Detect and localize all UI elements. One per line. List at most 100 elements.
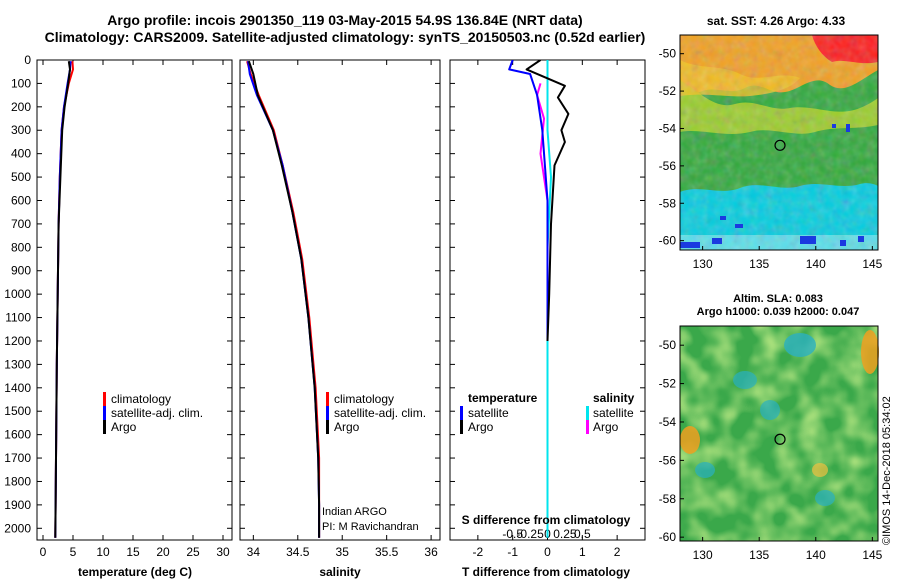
depth-tick-label: 400 [11,147,31,161]
depth-tick-label: 700 [11,217,31,231]
t-diff-tick-label: 2 [614,545,621,559]
map-lat-label: -52 [659,84,677,98]
legend-argo: Argo [334,420,360,434]
sla-map-image [680,326,879,541]
map-lon-label: 145 [862,548,882,562]
depth-axis: 0 100 200 300 400 500 600 700 800 900 1000 1100 1200… [4,53,31,535]
map-lat-label: -56 [659,453,677,467]
t-diff-tick-label: -1 [507,545,518,559]
map-lat-label: -54 [659,121,677,135]
depth-tick-label: 0 [24,53,31,67]
float-position-markers [774,139,786,445]
s-diff-tick-label: -0.5 [502,527,523,541]
depth-tick-label: 1500 [4,404,31,418]
depth-tick-label: 1000 [4,287,31,301]
temperature-tick-label: 20 [156,545,170,559]
temperature-tick-label: 15 [126,545,140,559]
legend-satellite: satellite-adj. clim. [334,406,426,420]
legend-argo: Argo [111,420,137,434]
salinity-panel: 34 34.5 35 35.5 36 salinity climatology sate… [239,59,441,579]
temperature-tick-label: 0 [40,545,47,559]
legend-swatch-sal-argo [586,420,589,434]
depth-tick-label: 900 [11,264,31,278]
salinity-satellite-diff-line [546,60,552,538]
legend-sal-title: salinity [593,391,635,405]
temperature-ticks: 0 5 10 15 20 25 30 [37,59,232,559]
temperature-argo-diff-line [525,60,570,342]
map-lat-label: -50 [659,338,677,352]
salinity-tick-label: 34 [247,545,261,559]
depth-tick-label: 1400 [4,381,31,395]
salinity-argo-line [247,60,321,538]
difference-panel: -2 -1 0 1 2-0.5-0.25 0 0.250.5 S difference fr… [449,59,646,579]
t-diff-tick-label: -2 [473,545,484,559]
t-diff-tick-label: 0 [544,545,551,559]
map-lat-label: -58 [659,492,677,506]
title-line1: Argo profile: incois 2901350_119 03-May-… [107,12,582,28]
s-diff-tick-label: -0.25 [516,527,544,541]
legend-swatch-argo [103,420,106,434]
legend-climatology: climatology [111,392,171,406]
depth-tick-label: 1200 [4,334,31,348]
salinity-tick-label: 35.5 [375,545,399,559]
salinity-xlabel: salinity [319,565,361,579]
t-diff-tick-label: 1 [579,545,586,559]
depth-tick-label: 1600 [4,428,31,442]
legend-climatology: climatology [334,392,394,406]
credit-program: Indian ARGO [322,506,387,518]
legend-sal-satellite: satellite [593,406,634,420]
legend-satellite: satellite-adj. clim. [111,406,203,420]
temperature-tick-label: 30 [216,545,230,559]
temperature-lines [54,61,74,538]
watermark: ©IMOS 14-Dec-2018 05:34:02 [881,396,893,545]
sst-map-title: sat. SST: 4.26 Argo: 4.33 [707,14,846,28]
legend-swatch-climatology [326,392,329,406]
sst-map-image [680,35,878,250]
map-lon-label: 135 [749,548,769,562]
depth-tick-label: 100 [11,76,31,90]
salinity-ticks: 34 34.5 35 35.5 36 [240,59,440,559]
map-lat-label: -52 [659,377,677,391]
float-position-marker [774,433,786,445]
legend-swatch-satellite [103,406,106,420]
salinity-tick-label: 34.5 [286,545,310,559]
map-lon-label: 130 [693,548,713,562]
difference-legend: temperature satellite Argo salinity sate… [460,391,635,434]
salinity-lines [246,60,321,538]
map-lon-label: 135 [749,257,769,271]
legend-temp-satellite: satellite [468,406,509,420]
legend-swatch-temp-satellite [460,406,463,420]
sla-map: Altim. SLA: 0.083 Argo h1000: 0.039 h200… [659,293,883,562]
map-lat-label: -60 [659,530,677,544]
legend-temp-argo: Argo [468,420,494,434]
legend-temp-title: temperature [468,391,538,405]
legend-swatch-climatology [103,392,106,406]
salinity-legend: climatology satellite-adj. clim. Argo [326,392,426,434]
depth-tick-label: 600 [11,193,31,207]
sla-map-title1: Altim. SLA: 0.083 [733,293,823,305]
depth-tick-label: 2000 [4,521,31,535]
map-lat-label: -58 [659,196,677,210]
map-lon-label: 145 [862,257,882,271]
map-lat-label: -54 [659,415,677,429]
s-diff-tick-label: 0.25 [553,527,577,541]
depth-tick-label: 1700 [4,451,31,465]
map-lat-label: -60 [659,234,677,248]
temperature-panel: 0 5 10 15 20 25 30 temperature (deg C) climato… [36,59,233,579]
depth-tick-label: 1300 [4,357,31,371]
depth-tick-label: 800 [11,240,31,254]
depth-tick-label: 1100 [5,311,31,325]
map-lat-label: -50 [659,47,677,61]
temperature-xlabel: temperature (deg C) [78,565,192,579]
sst-map-axes: -50 -52 -54 -56 -58 -60 130 135 140 145 [659,47,883,271]
salinity-tick-label: 35 [336,545,350,559]
map-lat-label: -56 [659,159,677,173]
depth-tick-label: 200 [11,100,31,114]
sla-map-title2: Argo h1000: 0.039 h2000: 0.047 [697,306,860,318]
map-lon-label: 140 [806,257,826,271]
depth-tick-label: 300 [11,123,31,137]
credit-pi: PI: M Ravichandran [322,521,419,533]
difference-lines [508,60,570,538]
legend-swatch-satellite [326,406,329,420]
